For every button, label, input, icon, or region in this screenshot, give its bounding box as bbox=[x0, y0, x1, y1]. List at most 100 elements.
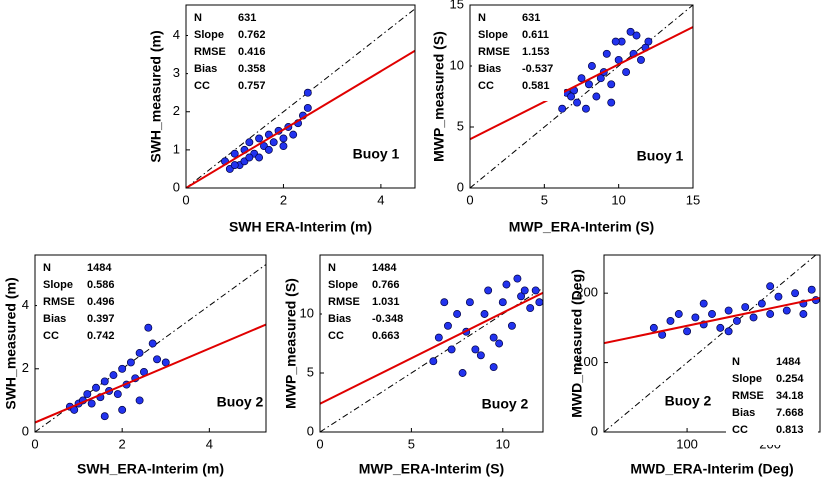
x-axis-label: MWP_ERA-Interim (S) bbox=[509, 219, 654, 235]
point bbox=[144, 323, 153, 332]
point bbox=[582, 104, 590, 113]
stats-box bbox=[726, 350, 818, 445]
point bbox=[269, 138, 278, 147]
point bbox=[83, 390, 92, 399]
y-axis-label: SWH_measured (m) bbox=[3, 277, 19, 409]
point bbox=[153, 355, 161, 364]
x-tick-label: 4 bbox=[206, 436, 213, 451]
x-tick-label: 100 bbox=[676, 436, 698, 451]
y-tick-label: 4 bbox=[22, 297, 29, 312]
x-tick-label: 10 bbox=[496, 436, 510, 451]
point bbox=[741, 303, 750, 312]
fit-line bbox=[604, 297, 820, 345]
annotation: Buoy 1 bbox=[637, 148, 684, 164]
point bbox=[766, 282, 775, 291]
stat-label: Slope bbox=[43, 279, 73, 291]
point bbox=[279, 142, 288, 151]
stat-value: 1.153 bbox=[522, 46, 550, 58]
stat-value: 0.254 bbox=[776, 373, 804, 385]
y-tick-label: 0 bbox=[173, 179, 180, 194]
point bbox=[632, 31, 641, 40]
stat-value: 0.762 bbox=[238, 29, 266, 41]
point bbox=[691, 313, 700, 322]
stat-value: 631 bbox=[522, 12, 540, 24]
stat-label: RMSE bbox=[194, 46, 226, 58]
x-tick-label: 0 bbox=[316, 436, 323, 451]
point bbox=[230, 161, 239, 170]
point bbox=[458, 369, 467, 377]
stats-box bbox=[188, 6, 280, 101]
point bbox=[716, 323, 725, 332]
point bbox=[577, 74, 586, 83]
point bbox=[476, 351, 485, 360]
point bbox=[573, 98, 581, 107]
stat-label: CC bbox=[328, 330, 344, 342]
y-tick-label: 100 bbox=[576, 354, 598, 369]
y-tick-label: 4 bbox=[173, 27, 180, 42]
stat-label: CC bbox=[43, 330, 59, 342]
point bbox=[471, 345, 480, 354]
x-tick-label: 5 bbox=[541, 192, 548, 207]
point bbox=[699, 299, 708, 308]
stat-value: 0.416 bbox=[238, 46, 266, 58]
x-tick-label: 4 bbox=[377, 192, 384, 207]
stat-label: N bbox=[328, 262, 336, 274]
point bbox=[602, 49, 611, 58]
y-axis-label: MWP_measured (S) bbox=[431, 31, 447, 162]
y-tick-label: 5 bbox=[307, 364, 314, 379]
point bbox=[507, 321, 516, 330]
stats-box bbox=[472, 6, 564, 101]
point bbox=[674, 310, 683, 318]
stat-label: N bbox=[732, 356, 740, 368]
y-tick-label: 200 bbox=[576, 285, 598, 300]
point bbox=[480, 310, 489, 318]
stat-value: 0.496 bbox=[87, 296, 115, 308]
stat-label: Slope bbox=[328, 279, 358, 291]
axes-border bbox=[469, 4, 694, 189]
point bbox=[289, 130, 298, 139]
x-tick-label: 0 bbox=[31, 436, 38, 451]
point bbox=[520, 286, 529, 295]
point bbox=[264, 145, 273, 154]
y-tick-label: 5 bbox=[457, 118, 464, 133]
stat-label: Slope bbox=[194, 29, 224, 41]
identity-line bbox=[604, 255, 817, 432]
point bbox=[109, 371, 118, 380]
stat-label: Slope bbox=[732, 373, 762, 385]
y-axis-label: MWD_measured (Deg) bbox=[569, 269, 585, 418]
point bbox=[118, 364, 127, 373]
stat-value: 0.581 bbox=[522, 80, 550, 92]
stat-label: Bias bbox=[732, 407, 755, 419]
x-axis-label: SWH_ERA-Interim (m) bbox=[77, 461, 224, 477]
point bbox=[799, 310, 808, 318]
point bbox=[535, 298, 543, 307]
point bbox=[444, 321, 452, 330]
point bbox=[791, 289, 800, 298]
annotation: Buoy 2 bbox=[217, 394, 264, 410]
stat-label: RMSE bbox=[732, 390, 764, 402]
axes-border bbox=[185, 4, 416, 189]
stat-label: Slope bbox=[478, 29, 508, 41]
axes-border bbox=[603, 254, 821, 433]
stat-value: 0.742 bbox=[87, 330, 115, 342]
point bbox=[587, 62, 596, 70]
point bbox=[749, 313, 758, 322]
point bbox=[526, 304, 535, 313]
stat-label: CC bbox=[732, 424, 748, 436]
identity-line bbox=[186, 8, 415, 188]
point bbox=[782, 306, 791, 315]
point bbox=[766, 310, 775, 318]
stat-value: 1484 bbox=[372, 262, 397, 274]
axes-border bbox=[34, 254, 267, 433]
point bbox=[447, 345, 456, 354]
y-tick-label: 2 bbox=[22, 360, 29, 375]
identity-line bbox=[470, 5, 693, 188]
point bbox=[255, 134, 264, 143]
y-tick-label: 0 bbox=[457, 179, 464, 194]
stat-value: 1484 bbox=[776, 356, 801, 368]
point bbox=[135, 396, 144, 405]
stat-label: CC bbox=[194, 80, 210, 92]
point bbox=[303, 88, 312, 97]
y-tick-label: 2 bbox=[173, 103, 180, 118]
